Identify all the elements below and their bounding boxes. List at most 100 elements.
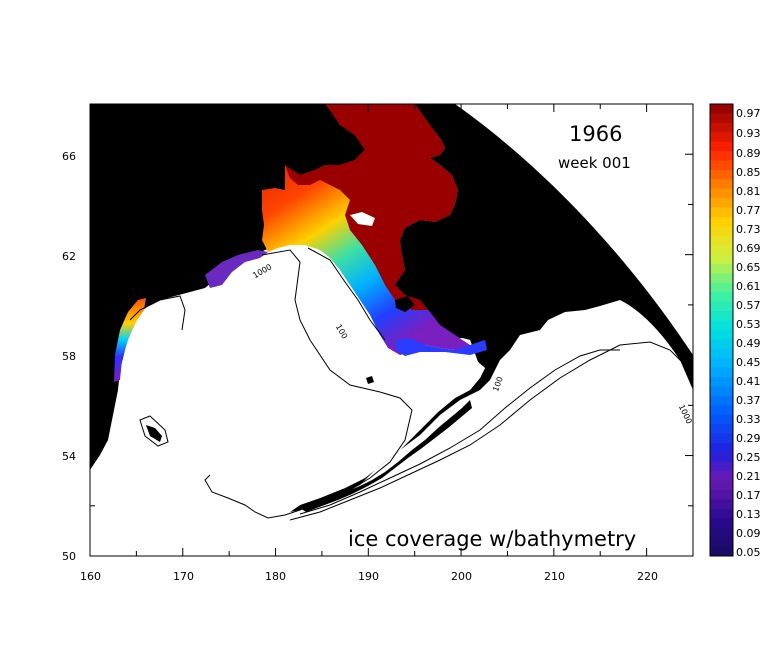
colorbar-swatch	[710, 424, 733, 435]
colorbar-label: 0.05	[736, 546, 761, 559]
colorbar-swatch	[710, 273, 733, 284]
contour-ring-commander	[139, 415, 169, 447]
colorbar-swatch	[710, 452, 733, 463]
sea-ice-kamchatka	[114, 298, 146, 382]
lon-tick-label: 210	[544, 570, 565, 583]
colorbar-swatch	[710, 235, 733, 246]
colorbar-swatch	[710, 198, 733, 209]
colorbar-label: 0.09	[736, 527, 761, 540]
colorbar-swatch	[710, 282, 733, 293]
colorbar-swatch	[710, 320, 733, 331]
colorbar-label: 0.85	[736, 166, 761, 179]
colorbar-label: 0.45	[736, 356, 761, 369]
colorbar-swatch	[710, 395, 733, 406]
sea-ice-western-fringe	[205, 250, 268, 288]
contour-1000-east	[289, 341, 691, 521]
colorbar	[709, 103, 734, 557]
colorbar-label: 0.81	[736, 185, 761, 198]
contour-1000-kamchatka	[129, 295, 186, 331]
colorbar-swatch	[710, 339, 733, 350]
colorbar-swatch	[710, 348, 733, 359]
colorbar-label: 0.49	[736, 337, 761, 350]
colorbar-frame	[709, 103, 734, 557]
colorbar-swatch	[710, 518, 733, 529]
colorbar-swatch	[710, 537, 733, 548]
colorbar-swatch	[710, 207, 733, 218]
colorbar-swatch	[710, 358, 733, 369]
contour-100-shelf	[307, 247, 386, 341]
colorbar-swatch	[710, 122, 733, 133]
colorbar-swatch	[710, 461, 733, 472]
colorbar-swatch	[710, 527, 733, 538]
lon-tick-label: 180	[265, 570, 286, 583]
lon-tick-label: 160	[80, 570, 101, 583]
colorbar-label: 0.29	[736, 432, 761, 445]
colorbar-swatch	[710, 499, 733, 510]
colorbar-swatch	[710, 226, 733, 237]
map-caption: ice coverage w/bathymetry	[348, 527, 636, 551]
colorbar-swatch	[710, 471, 733, 482]
colorbar-label: 0.17	[736, 489, 761, 502]
colorbar-label: 0.57	[736, 299, 761, 312]
colorbar-label: 0.97	[736, 107, 761, 120]
map-week-subtitle: week 001	[558, 154, 631, 172]
colorbar-label: 0.65	[736, 261, 761, 274]
map-plot-area	[90, 104, 693, 556]
colorbar-swatch	[710, 490, 733, 500]
lon-tick-label: 200	[451, 570, 472, 583]
colorbar-label: 0.13	[736, 508, 761, 521]
lat-tick-label: 58	[62, 350, 76, 363]
colorbar-label: 0.53	[736, 318, 761, 331]
plot-frame	[89, 103, 694, 557]
colorbar-swatch	[710, 546, 733, 557]
colorbar-label: 0.89	[736, 147, 761, 160]
axis-ticks	[89, 103, 694, 557]
lat-tick-label: 66	[62, 150, 76, 163]
colorbar-swatch	[710, 254, 733, 265]
colorbar-label: 0.25	[736, 451, 761, 464]
colorbar-swatch	[710, 132, 733, 143]
colorbar-swatch	[710, 386, 733, 397]
lon-axis-labels: 160 170 180 190 200 210 220	[80, 570, 658, 583]
colorbar-swatch	[710, 160, 733, 171]
colorbar-swatch	[710, 330, 733, 340]
lat-tick-label: 62	[62, 250, 76, 263]
lat-tick-label: 54	[62, 450, 76, 463]
colorbar-swatch	[710, 301, 733, 312]
colorbar-swatch	[710, 377, 733, 387]
colorbar-swatch	[710, 443, 733, 453]
colorbar-swatch	[710, 405, 733, 416]
colorbar-label: 0.37	[736, 394, 761, 407]
contour-100-east	[299, 349, 620, 515]
island-commander	[146, 425, 162, 442]
colorbar-swatch	[710, 217, 733, 227]
colorbar-label: 0.93	[736, 127, 761, 140]
colorbar-swatch	[710, 311, 733, 322]
colorbar-swatch	[710, 151, 733, 161]
colorbar-swatch	[710, 245, 733, 256]
land-mass-north	[90, 104, 693, 512]
colorbar-label: 0.21	[736, 470, 761, 483]
colorbar-swatch	[710, 433, 733, 444]
lat-axis-labels: 50 54 58 62 66	[62, 150, 76, 563]
island-pribilof	[366, 376, 374, 384]
colorbar-label: 0.77	[736, 204, 761, 217]
colorbar-label: 0.73	[736, 223, 761, 236]
lon-tick-label: 190	[358, 570, 379, 583]
lat-tick-label: 50	[62, 550, 76, 563]
colorbar-swatch	[710, 508, 733, 519]
colorbar-swatch	[710, 104, 733, 114]
colorbar-label: 0.41	[736, 375, 761, 388]
colorbar-label: 0.69	[736, 242, 761, 255]
lon-tick-label: 220	[637, 570, 658, 583]
colorbar-swatch	[710, 141, 733, 152]
contour-1000-west	[204, 249, 413, 519]
colorbar-swatch	[710, 188, 733, 199]
colorbar-swatch	[710, 169, 733, 180]
map-year-title: 1966	[569, 122, 622, 146]
colorbar-swatch	[710, 113, 733, 124]
colorbar-label: 0.61	[736, 280, 761, 293]
colorbar-swatch	[710, 264, 733, 274]
colorbar-swatch	[710, 414, 733, 425]
